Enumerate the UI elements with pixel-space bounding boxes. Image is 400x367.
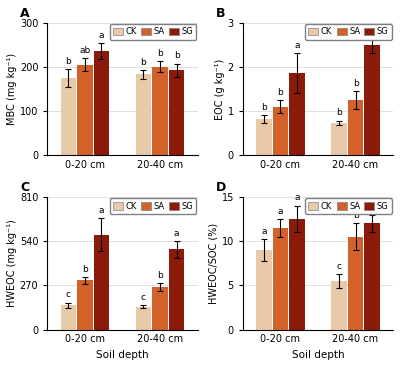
Text: b: b xyxy=(336,109,342,117)
Text: b: b xyxy=(141,58,146,66)
Text: a: a xyxy=(369,23,375,32)
Text: b: b xyxy=(278,88,283,97)
Legend: CK, SA, SG: CK, SA, SG xyxy=(305,24,392,40)
Y-axis label: EOC (g kg⁻¹): EOC (g kg⁻¹) xyxy=(215,58,225,120)
Bar xyxy=(348,100,363,155)
Y-axis label: HWEOC (mg kg⁻¹): HWEOC (mg kg⁻¹) xyxy=(7,219,17,307)
Bar xyxy=(169,70,184,155)
Y-axis label: MBC (mg kg⁻¹): MBC (mg kg⁻¹) xyxy=(7,53,17,125)
Bar xyxy=(331,281,347,330)
Text: a: a xyxy=(369,202,375,211)
Bar xyxy=(256,119,272,155)
Bar xyxy=(77,65,93,155)
Text: b: b xyxy=(261,103,267,112)
Bar xyxy=(152,67,168,155)
Legend: CK, SA, SG: CK, SA, SG xyxy=(305,198,392,214)
Text: b: b xyxy=(66,57,71,66)
Text: a: a xyxy=(294,41,300,50)
Bar xyxy=(60,305,76,330)
Bar xyxy=(331,123,347,155)
Legend: CK, SA, SG: CK, SA, SG xyxy=(110,198,196,214)
Bar xyxy=(289,219,305,330)
Bar xyxy=(94,235,109,330)
Text: c: c xyxy=(336,262,342,270)
Y-axis label: HWEOC/SOC (%): HWEOC/SOC (%) xyxy=(209,223,219,304)
Text: a: a xyxy=(99,31,104,40)
Bar xyxy=(152,287,168,330)
X-axis label: Soil depth: Soil depth xyxy=(292,350,344,360)
Bar xyxy=(136,307,151,330)
Text: A: A xyxy=(20,7,30,20)
Bar xyxy=(348,237,363,330)
Bar xyxy=(272,107,288,155)
Bar xyxy=(272,228,288,330)
Text: c: c xyxy=(141,293,146,302)
Legend: CK, SA, SG: CK, SA, SG xyxy=(110,24,196,40)
Bar xyxy=(77,280,93,330)
Text: B: B xyxy=(216,7,225,20)
Bar xyxy=(94,51,109,155)
Text: a: a xyxy=(294,193,300,202)
Text: ab: ab xyxy=(79,46,90,55)
Text: D: D xyxy=(216,181,226,194)
Text: b: b xyxy=(157,49,163,58)
Bar xyxy=(364,45,380,155)
Bar xyxy=(136,74,151,155)
Text: C: C xyxy=(20,181,30,194)
Text: a: a xyxy=(261,227,267,236)
Bar xyxy=(256,250,272,330)
Text: a: a xyxy=(174,229,179,238)
X-axis label: Soil depth: Soil depth xyxy=(96,350,149,360)
Text: b: b xyxy=(353,211,358,220)
Text: b: b xyxy=(82,265,88,274)
Text: b: b xyxy=(174,51,180,60)
Text: b: b xyxy=(157,270,163,280)
Text: a: a xyxy=(278,207,283,216)
Bar xyxy=(169,249,184,330)
Bar xyxy=(364,224,380,330)
Bar xyxy=(289,73,305,155)
Bar xyxy=(60,78,76,155)
Text: a: a xyxy=(99,206,104,215)
Text: b: b xyxy=(353,79,358,88)
Text: c: c xyxy=(66,290,71,299)
